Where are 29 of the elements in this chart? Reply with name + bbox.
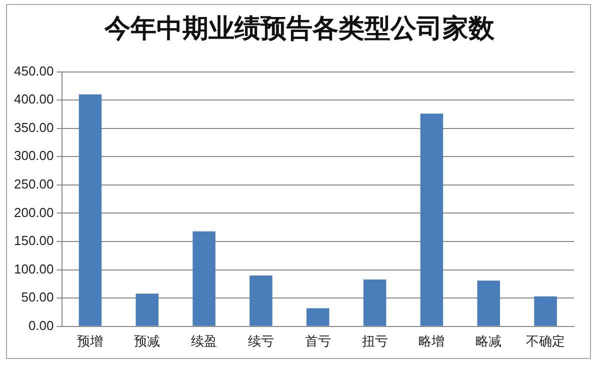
x-tick-label: 首亏 (304, 334, 331, 350)
x-tick-label: 不确定 (526, 334, 566, 350)
x-tick-label: 略减 (476, 334, 502, 350)
bar (306, 308, 330, 326)
bar (250, 275, 272, 326)
bar (420, 114, 444, 326)
y-tick-label: 0.00 (28, 318, 54, 333)
y-tick-label: 400.00 (14, 92, 54, 107)
y-tick-label: 100.00 (14, 261, 54, 276)
x-tick-label: 预增 (77, 334, 104, 350)
bar (477, 280, 500, 326)
y-tick-label: 300.00 (14, 148, 54, 164)
y-tick-label: 350.00 (14, 120, 54, 135)
bar (78, 94, 102, 326)
bar (534, 296, 557, 326)
x-tick-label: 扭亏 (362, 334, 388, 350)
y-tick-label: 50.00 (21, 290, 54, 305)
x-tick-label: 略增 (418, 334, 445, 350)
bar (192, 231, 216, 326)
y-tick-label: 150.00 (14, 233, 54, 248)
y-tick-label: 450.00 (14, 63, 54, 78)
y-tick-label: 200.00 (14, 204, 54, 220)
x-tick-label: 预减 (134, 334, 160, 350)
x-tick-label: 续盈 (191, 334, 218, 350)
chart-title: 今年中期业绩预告各类型公司家数 (103, 13, 496, 45)
x-tick-label: 续亏 (248, 334, 274, 350)
bar (136, 294, 159, 326)
bar (363, 279, 386, 326)
y-tick-label: 250.00 (14, 176, 54, 192)
